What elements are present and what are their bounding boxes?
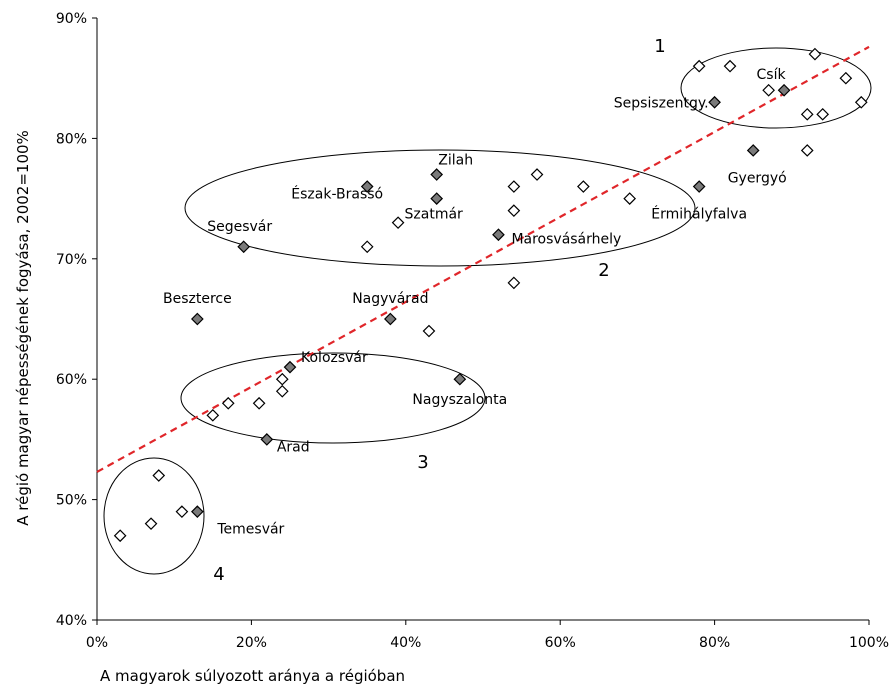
open-diamond-marker xyxy=(530,168,544,181)
filled-diamond-marker xyxy=(492,228,505,242)
filled-diamond-marker xyxy=(237,240,251,254)
open-diamond-marker xyxy=(507,180,521,193)
open-diamond-marker xyxy=(507,204,521,217)
open-diamond-marker xyxy=(175,505,189,518)
filled-diamond-marker xyxy=(430,192,444,205)
point-label: Érmihályfalva xyxy=(651,206,747,223)
open-diamond-marker xyxy=(816,107,830,121)
filled-diamond-marker xyxy=(746,144,760,157)
open-diamond-marker xyxy=(275,384,289,398)
filled-diamond-marker xyxy=(360,180,374,193)
x-tick-label: 20% xyxy=(236,635,267,651)
open-diamond-marker xyxy=(221,396,235,410)
group-ellipse xyxy=(184,149,696,267)
point-label: Gyergyó xyxy=(728,170,787,186)
point-label: Kolozsvár xyxy=(301,350,368,366)
group-label: 4 xyxy=(213,564,224,585)
group-ellipse xyxy=(103,457,205,575)
y-tick-label: 70% xyxy=(56,252,87,268)
group-ellipse xyxy=(680,47,872,129)
point-label: Arad xyxy=(277,439,310,455)
y-tick-label: 80% xyxy=(56,131,87,147)
x-tick-label: 0% xyxy=(86,635,108,651)
x-tick-label: 40% xyxy=(390,635,421,651)
y-axis-label: A régió magyar népességének fogyása, 200… xyxy=(14,130,32,526)
filled-diamond-marker xyxy=(777,83,791,97)
group-label: 2 xyxy=(598,260,609,281)
open-diamond-marker xyxy=(507,276,521,290)
group-label: 3 xyxy=(417,452,428,473)
open-diamond-marker xyxy=(360,240,374,254)
filled-diamond-marker xyxy=(692,180,706,193)
y-tick-label: 90% xyxy=(56,11,87,27)
open-diamond-marker xyxy=(800,107,814,121)
point-label: Segesvár xyxy=(207,219,272,235)
point-label: Észak-Brassó xyxy=(291,186,383,203)
open-diamond-marker xyxy=(808,47,822,61)
filled-diamond-marker xyxy=(430,168,444,181)
filled-diamond-marker xyxy=(283,360,297,374)
point-label: Nagyszalonta xyxy=(412,392,507,408)
group-ellipse xyxy=(180,352,486,444)
point-label: Temesvár xyxy=(216,522,284,538)
data-points xyxy=(113,47,868,543)
point-label: Beszterce xyxy=(163,291,232,307)
open-diamond-marker xyxy=(391,216,405,230)
filled-diamond-marker xyxy=(260,433,274,446)
open-diamond-marker xyxy=(577,180,590,193)
point-label: Zilah xyxy=(438,153,473,169)
filled-diamond-marker xyxy=(384,312,397,326)
open-diamond-marker xyxy=(206,408,220,422)
axes: 40% 50% 60% 70% 80% 90% 0% 20% 40% 60% 80% 100% xyxy=(56,11,889,651)
filled-diamond-marker xyxy=(453,372,467,386)
filled-diamond-marker xyxy=(191,505,204,518)
open-diamond-marker xyxy=(762,83,775,97)
point-label: Szatmár xyxy=(405,207,464,223)
open-diamond-marker xyxy=(275,372,289,386)
open-diamond-marker xyxy=(800,144,814,157)
open-diamond-marker xyxy=(839,71,853,85)
open-diamond-marker xyxy=(252,396,266,410)
y-tick-label: 40% xyxy=(56,613,87,629)
group-label: 1 xyxy=(654,36,665,57)
open-diamond-marker xyxy=(854,95,868,109)
open-diamond-marker xyxy=(723,59,737,73)
open-diamond-marker xyxy=(113,529,127,543)
point-label: Marosvásárhely xyxy=(511,232,621,248)
y-tick-label: 50% xyxy=(56,493,87,509)
point-labels: Temesvár Beszterce Segesvár Arad Kolozsvár És… xyxy=(163,67,787,537)
y-tick-label: 60% xyxy=(56,372,87,388)
open-diamond-marker xyxy=(623,192,637,205)
x-tick-label: 60% xyxy=(545,635,576,651)
open-diamond-marker xyxy=(692,59,706,73)
filled-diamond-marker xyxy=(708,95,721,109)
point-label: Csík xyxy=(757,67,787,83)
point-label: Nagyvárad xyxy=(352,291,428,307)
open-diamond-marker xyxy=(422,324,436,338)
point-label: Sepsiszentgy. xyxy=(614,95,709,111)
x-tick-label: 80% xyxy=(699,635,730,651)
filled-diamond-marker xyxy=(191,312,204,326)
open-diamond-marker xyxy=(152,469,166,482)
x-tick-label: 100% xyxy=(849,635,889,651)
x-axis-label: A magyarok súlyozott aránya a régióban xyxy=(100,667,405,685)
open-diamond-marker xyxy=(144,517,158,531)
group-ellipses: 1 2 3 4 xyxy=(103,36,872,585)
